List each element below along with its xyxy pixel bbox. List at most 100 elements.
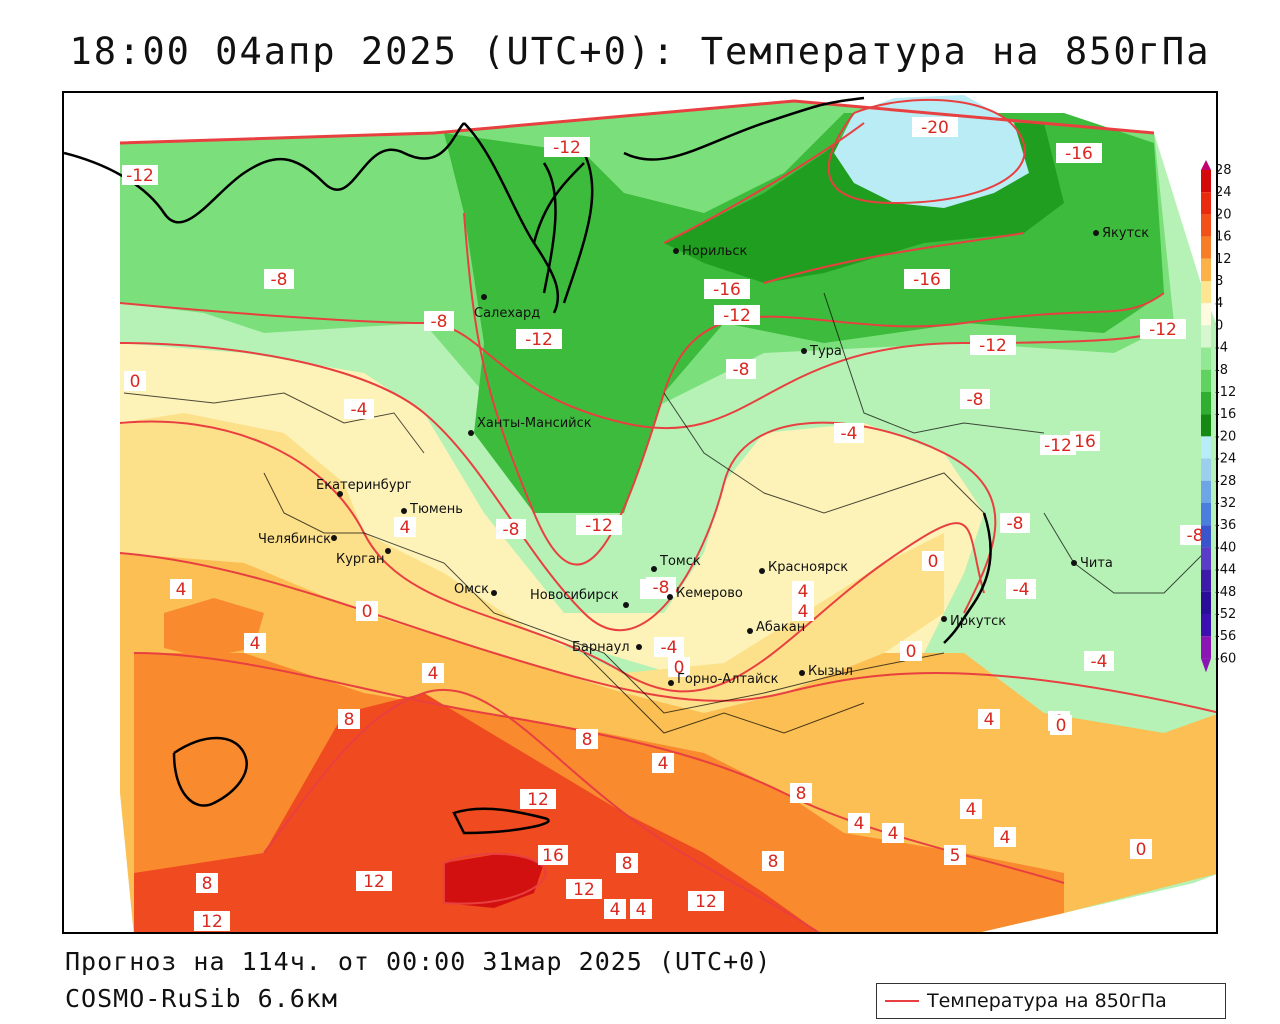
- svg-text:4: 4: [984, 710, 995, 730]
- scale-arrow-top: [1201, 160, 1211, 170]
- scale-swatch: [1201, 569, 1211, 592]
- scale-swatch: [1201, 281, 1211, 304]
- admin-borders: [123, 292, 1205, 734]
- svg-text:0: 0: [674, 658, 685, 678]
- contour-label: -8: [264, 269, 294, 290]
- contour-label: 12: [520, 789, 556, 810]
- scale-swatch: [1201, 591, 1211, 614]
- scale-tick-label: 12: [1215, 252, 1232, 267]
- svg-text:Кемерово: Кемерово: [676, 586, 743, 601]
- scale-tick-label: 28: [1215, 163, 1232, 178]
- scale-tick-label: -20: [1215, 429, 1236, 444]
- svg-text:Якутск: Якутск: [1102, 226, 1149, 241]
- contour-label: 8: [576, 729, 598, 750]
- border-6: [263, 472, 364, 534]
- legend-line-swatch: [885, 1000, 919, 1002]
- scale-tick-label: 0: [1215, 318, 1223, 333]
- aral-sea: [172, 736, 248, 807]
- region-hot-west: [164, 598, 264, 658]
- svg-text:0: 0: [130, 372, 141, 392]
- coastline: [64, 96, 992, 835]
- scale-swatch: [1201, 547, 1211, 570]
- isotherm-16: [443, 853, 547, 905]
- svg-text:16: 16: [542, 846, 564, 866]
- scale-tick-label: -44: [1215, 563, 1236, 578]
- svg-text:Новосибирск: Новосибирск: [530, 588, 619, 603]
- contour-label: 0: [900, 641, 922, 662]
- scale-swatch: [1201, 258, 1211, 281]
- city-chelyabinsk: Челябинск: [258, 532, 337, 547]
- ob-gulf: [542, 152, 594, 304]
- svg-text:Екатеринбург: Екатеринбург: [316, 478, 412, 493]
- contour-label: 8: [338, 709, 360, 730]
- city-omsk: Омск: [454, 582, 497, 597]
- region-warm-light: [120, 413, 944, 713]
- svg-text:12: 12: [527, 790, 549, 810]
- contour-label: 12: [194, 911, 230, 932]
- contour-label: -8: [646, 577, 676, 598]
- contour-label: -4: [1006, 579, 1036, 600]
- svg-text:-12: -12: [1149, 320, 1177, 340]
- city-tomsk: Томск: [651, 554, 701, 572]
- svg-text:12: 12: [573, 880, 595, 900]
- svg-text:Чита: Чита: [1080, 556, 1113, 571]
- scale-tick-label: -40: [1215, 540, 1236, 555]
- contour-label: 12: [566, 879, 602, 900]
- scale-tick-label: -60: [1215, 651, 1236, 666]
- isotherm-minus4: [119, 342, 997, 632]
- svg-text:8: 8: [202, 874, 213, 894]
- contour-label: 8: [616, 853, 638, 874]
- svg-text:4: 4: [854, 814, 865, 834]
- contour-label: -8: [424, 311, 454, 332]
- contour-label: -16: [904, 269, 950, 290]
- scale-tick-label: -16: [1215, 407, 1236, 422]
- city-markers: Норильск Якутск Салехард Тура Ханты-Манс…: [258, 226, 1149, 687]
- scale-tick-label: -24: [1215, 452, 1236, 467]
- svg-text:-16: -16: [913, 270, 941, 290]
- model-name: COSMO-RuSib 6.6км: [65, 984, 338, 1013]
- contour-label: 8: [790, 783, 812, 804]
- scale-swatch: [1201, 414, 1211, 437]
- legend-box: Температура на 850гПа: [876, 983, 1226, 1019]
- contour-label: 4: [630, 899, 652, 920]
- city-barnaul: Барнаул: [572, 640, 642, 655]
- svg-text:4: 4: [610, 900, 621, 920]
- svg-text:16: 16: [1074, 432, 1096, 452]
- svg-text:-12: -12: [585, 516, 613, 536]
- contour-label: -12: [544, 137, 590, 158]
- contour-label: 4: [848, 813, 870, 834]
- contour-label: 12: [688, 891, 724, 912]
- svg-text:8: 8: [622, 854, 633, 874]
- svg-text:-20: -20: [921, 118, 949, 138]
- map-title: 18:00 04апр 2025 (UTC+0): Температура на…: [69, 30, 1211, 73]
- svg-text:-16: -16: [1065, 144, 1093, 164]
- svg-text:-8: -8: [431, 312, 448, 332]
- scale-tick-label: -28: [1215, 474, 1236, 489]
- svg-text:0: 0: [906, 642, 917, 662]
- scale-swatch: [1201, 458, 1211, 481]
- contour-label: -12: [1140, 319, 1186, 340]
- contour-label: 4: [994, 827, 1016, 848]
- svg-text:12: 12: [363, 872, 385, 892]
- svg-text:-8: -8: [967, 390, 984, 410]
- scale-swatch: [1201, 325, 1211, 348]
- contour-label: -16: [704, 279, 750, 300]
- svg-text:4: 4: [798, 602, 809, 622]
- isotherm-minus16: [663, 122, 1025, 284]
- scale-tick-label: -48: [1215, 585, 1236, 600]
- scale-swatch: [1201, 436, 1211, 459]
- svg-text:-12: -12: [126, 166, 154, 186]
- city-yakutsk: Якутск: [1093, 226, 1149, 241]
- svg-text:4: 4: [798, 582, 809, 602]
- region-mild: [120, 343, 984, 693]
- contour-label: -12: [576, 515, 622, 536]
- svg-text:4: 4: [250, 634, 261, 654]
- svg-text:-4: -4: [661, 638, 678, 658]
- svg-text:-12: -12: [525, 330, 553, 350]
- svg-text:4: 4: [400, 518, 411, 538]
- contour-label: -20: [912, 117, 958, 138]
- svg-text:4: 4: [176, 580, 187, 600]
- svg-text:-8: -8: [733, 360, 750, 380]
- svg-text:Красноярск: Красноярск: [768, 560, 848, 575]
- taymyr-coast: [623, 96, 865, 161]
